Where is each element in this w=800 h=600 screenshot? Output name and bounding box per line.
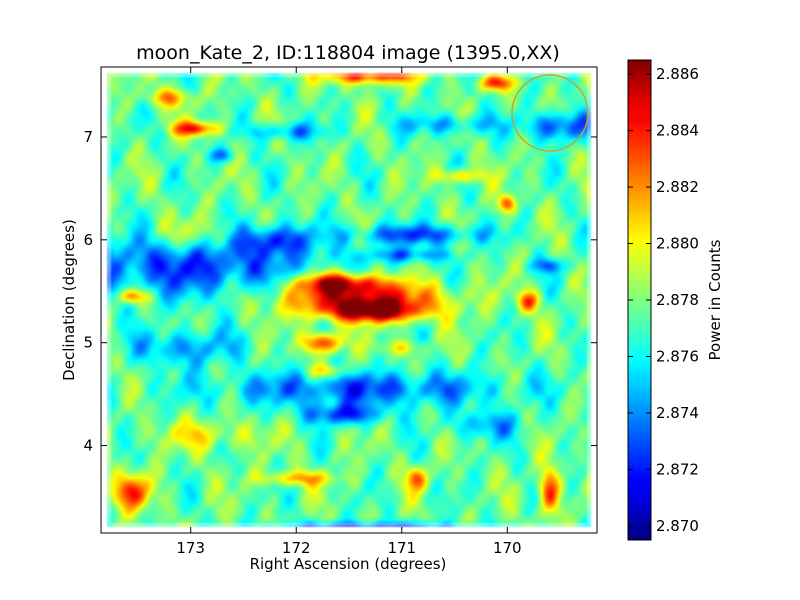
y-axis-label: Declination (degrees) [60, 219, 78, 381]
colorbar-tick-label: 2.870 [656, 517, 699, 535]
y-tick-label: 5 [83, 334, 93, 352]
colorbar-tick-label: 2.872 [656, 460, 699, 478]
y-axis-ticks: 4 5 6 7 [83, 128, 597, 455]
y-tick-label: 7 [83, 128, 93, 146]
colorbar-tick-label: 2.880 [656, 235, 699, 253]
x-axis-label: Right Ascension (degrees) [250, 555, 447, 573]
colorbar-tick-label: 2.882 [656, 178, 699, 196]
beam-circle [511, 74, 589, 152]
x-tick-label: 173 [176, 539, 205, 557]
colorbar-ticks: 2.870 2.872 2.874 2.876 2.878 2.880 2.882 2.884… [628, 65, 699, 535]
plot-area: 173 172 171 170 4 5 6 7 [83, 66, 598, 557]
colorbar-tick-label: 2.876 [656, 347, 699, 365]
colorbar: 2.870 2.872 2.874 2.876 2.878 2.880 2.882 2.884… [627, 59, 724, 541]
y-tick-label: 4 [83, 437, 93, 455]
x-tick-label: 171 [387, 539, 416, 557]
y-tick-label: 6 [83, 231, 93, 249]
colorbar-label: Power in Counts [706, 239, 724, 360]
x-tick-label: 172 [282, 539, 311, 557]
heatmap-image [101, 67, 597, 533]
x-axis-ticks: 173 172 171 170 [176, 67, 522, 557]
plot-frame [100, 66, 598, 534]
colorbar-tick-label: 2.884 [656, 122, 699, 140]
chart-title: moon_Kate_2, ID:118804 image (1395.0,XX) [136, 42, 560, 64]
colorbar-tick-label: 2.878 [656, 291, 699, 309]
colorbar-tick-label: 2.886 [656, 65, 699, 83]
x-tick-label: 170 [493, 539, 522, 557]
colorbar-tick-label: 2.874 [656, 404, 699, 422]
